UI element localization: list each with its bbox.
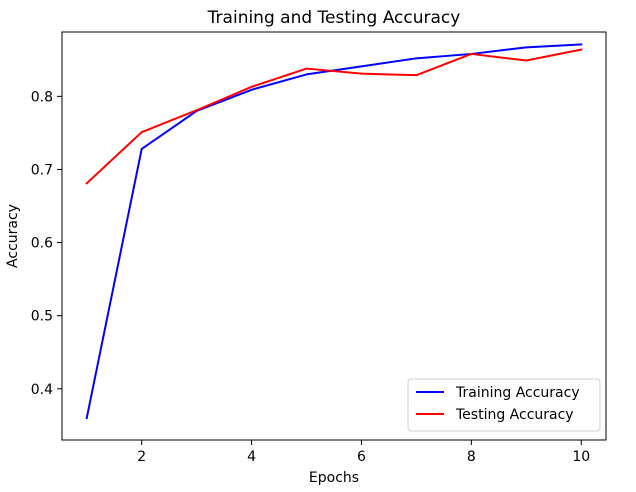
plot-frame: [61, 31, 607, 441]
y-tick-label: 0.5: [31, 309, 53, 325]
y-tick-label: 0.8: [31, 89, 53, 105]
y-tick-label: 0.6: [31, 236, 53, 252]
series-line-training-accuracy: [85, 43, 583, 420]
x-tick-label: 4: [247, 449, 256, 465]
x-axis-label: Epochs: [309, 470, 359, 486]
y-axis-ticks: 0.4 0.5 0.6 0.7 0.8: [31, 89, 62, 398]
plot-area: 2 4 6 8 10 0.4 0.5 0.6 0.7 0.8: [31, 31, 607, 465]
y-axis-label: Accuracy: [5, 204, 21, 268]
x-tick-label: 10: [572, 449, 590, 465]
series-line-testing-accuracy: [85, 48, 583, 185]
y-tick-label: 0.4: [31, 382, 53, 398]
x-tick-label: 8: [467, 449, 476, 465]
y-tick-label: 0.7: [31, 162, 53, 178]
legend: Training Accuracy Testing Accuracy: [407, 378, 601, 432]
x-axis-ticks: 2 4 6 8 10: [137, 440, 590, 465]
chart-title: Training and Testing Accuracy: [207, 8, 461, 28]
legend-label-testing-accuracy: Testing Accuracy: [455, 407, 574, 423]
series-lines: [85, 43, 583, 420]
legend-label-training-accuracy: Training Accuracy: [455, 385, 580, 401]
x-tick-label: 2: [137, 449, 146, 465]
legend-box: [407, 378, 601, 432]
x-tick-label: 6: [357, 449, 366, 465]
